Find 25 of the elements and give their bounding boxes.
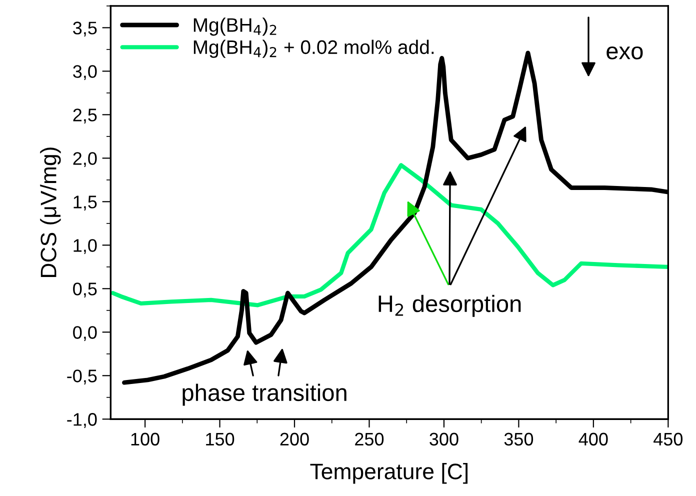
annotation: H$_{2}$ desorption xyxy=(378,294,521,317)
x-axis-title: Temperature [C] xyxy=(310,463,468,484)
x-tick-label: 250 xyxy=(355,432,384,446)
y-tick-label: -0,5 xyxy=(67,370,97,384)
annotation: phase transition xyxy=(182,384,346,406)
x-tick-label: 300 xyxy=(430,432,458,446)
x-tick-label: 100 xyxy=(131,432,160,446)
annotation: exo xyxy=(606,46,643,60)
y-tick-label: 3,5 xyxy=(73,22,97,37)
y-tick-label: 3,0 xyxy=(73,65,97,80)
y-tick-label: 2,0 xyxy=(73,152,97,168)
x-tick-label: 200 xyxy=(280,432,309,446)
legend-label: Mg(BH$_{4}$)$_{2}$ xyxy=(194,18,276,36)
x-tick-label: 350 xyxy=(504,432,534,446)
y-tick-label: 0,5 xyxy=(73,282,97,298)
y-axis-title: DCS (μV/mg) xyxy=(40,148,61,277)
y-tick-label: 0,0 xyxy=(73,326,97,341)
y-tick-label: 2,5 xyxy=(73,108,97,124)
x-tick-label: 150 xyxy=(206,432,234,446)
legend-label: Mg(BH$_{4}$)$_{2}$ + 0.02 mol% add. xyxy=(194,40,434,58)
y-tick-label: -1,0 xyxy=(67,413,97,428)
y-tick-label: 1,0 xyxy=(74,239,97,254)
x-tick-label: 450 xyxy=(654,432,683,446)
x-tick-label: 400 xyxy=(578,432,608,446)
y-tick-label: 1,5 xyxy=(74,196,97,211)
